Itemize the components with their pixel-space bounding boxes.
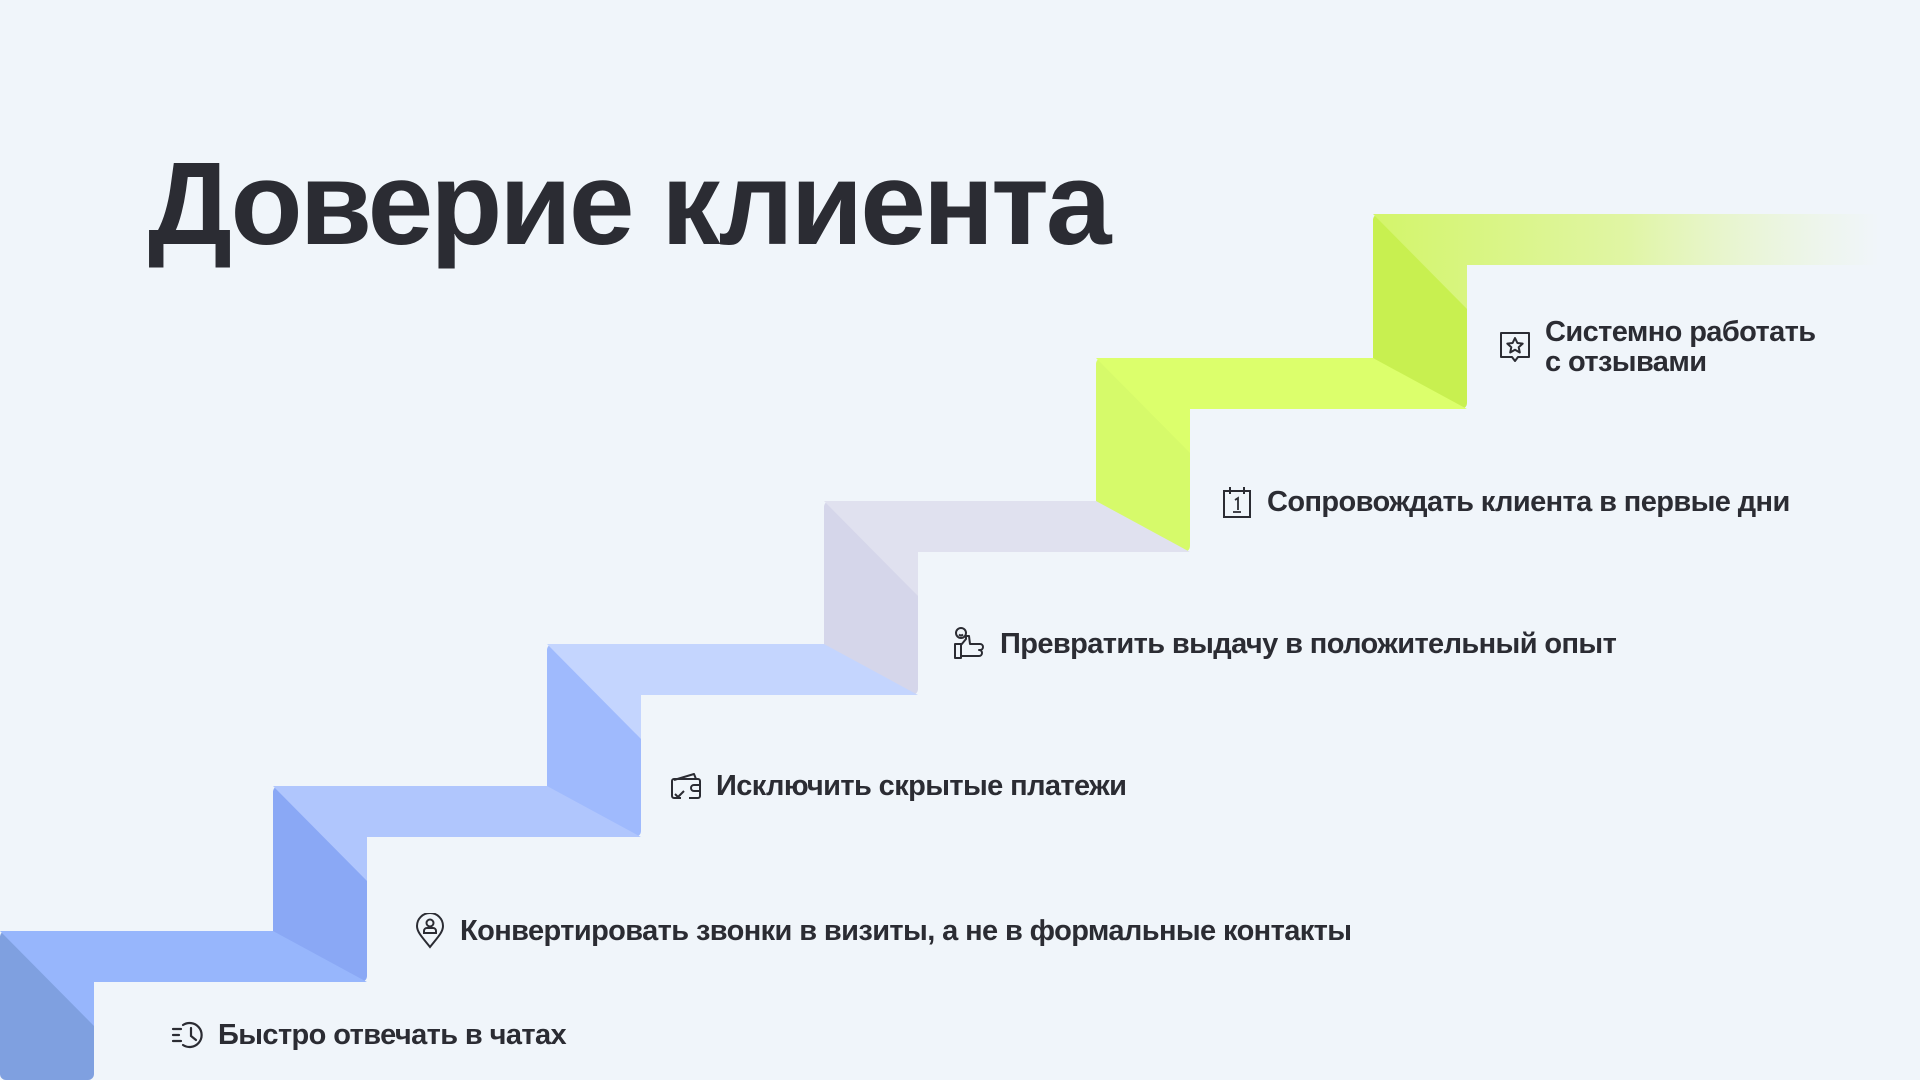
stair-tread [273,786,641,881]
thumbs-up-smile-icon [954,627,984,659]
clock-history-icon [171,1021,203,1049]
step-item-no-hidden-fees: Исключить скрытые платежи [668,768,1127,804]
step-label: Конвертировать звонки в визиты, а не в ф… [460,915,1352,947]
stair-tread [1373,214,1880,309]
stair-tread [824,501,1190,596]
stair-tread [1096,358,1467,453]
step-item-work-with-reviews: Системно работать с отзывами [1497,317,1816,377]
step-label: Системно работать с отзывами [1545,317,1816,377]
wallet-check-icon [671,773,701,799]
step-label: Быстро отвечать в чатах [218,1019,567,1051]
step-item-convert-calls: Конвертировать звонки в визиты, а не в ф… [412,913,1352,949]
review-star-icon [1500,332,1530,362]
stair-tread [0,931,367,1026]
step-label: Сопровождать клиента в первые дни [1267,486,1790,518]
step-item-onboarding-first-days: Сопровождать клиента в первые дни [1219,484,1790,520]
page-title: Доверие клиента [148,138,1112,270]
stair-tread [547,644,918,739]
calendar-day-one-icon [1223,487,1251,518]
step-label: Превратить выдачу в положительный опыт [1000,628,1617,660]
step-label-line-2: с отзывами [1545,346,1707,378]
step-label: Исключить скрытые платежи [716,770,1127,802]
step-item-fast-chat-replies: Быстро отвечать в чатах [170,1017,567,1053]
step-item-positive-issuance: Превратить выдачу в положительный опыт [952,626,1617,662]
location-person-icon [415,913,445,949]
step-label-line-1: Системно работать [1545,316,1816,348]
